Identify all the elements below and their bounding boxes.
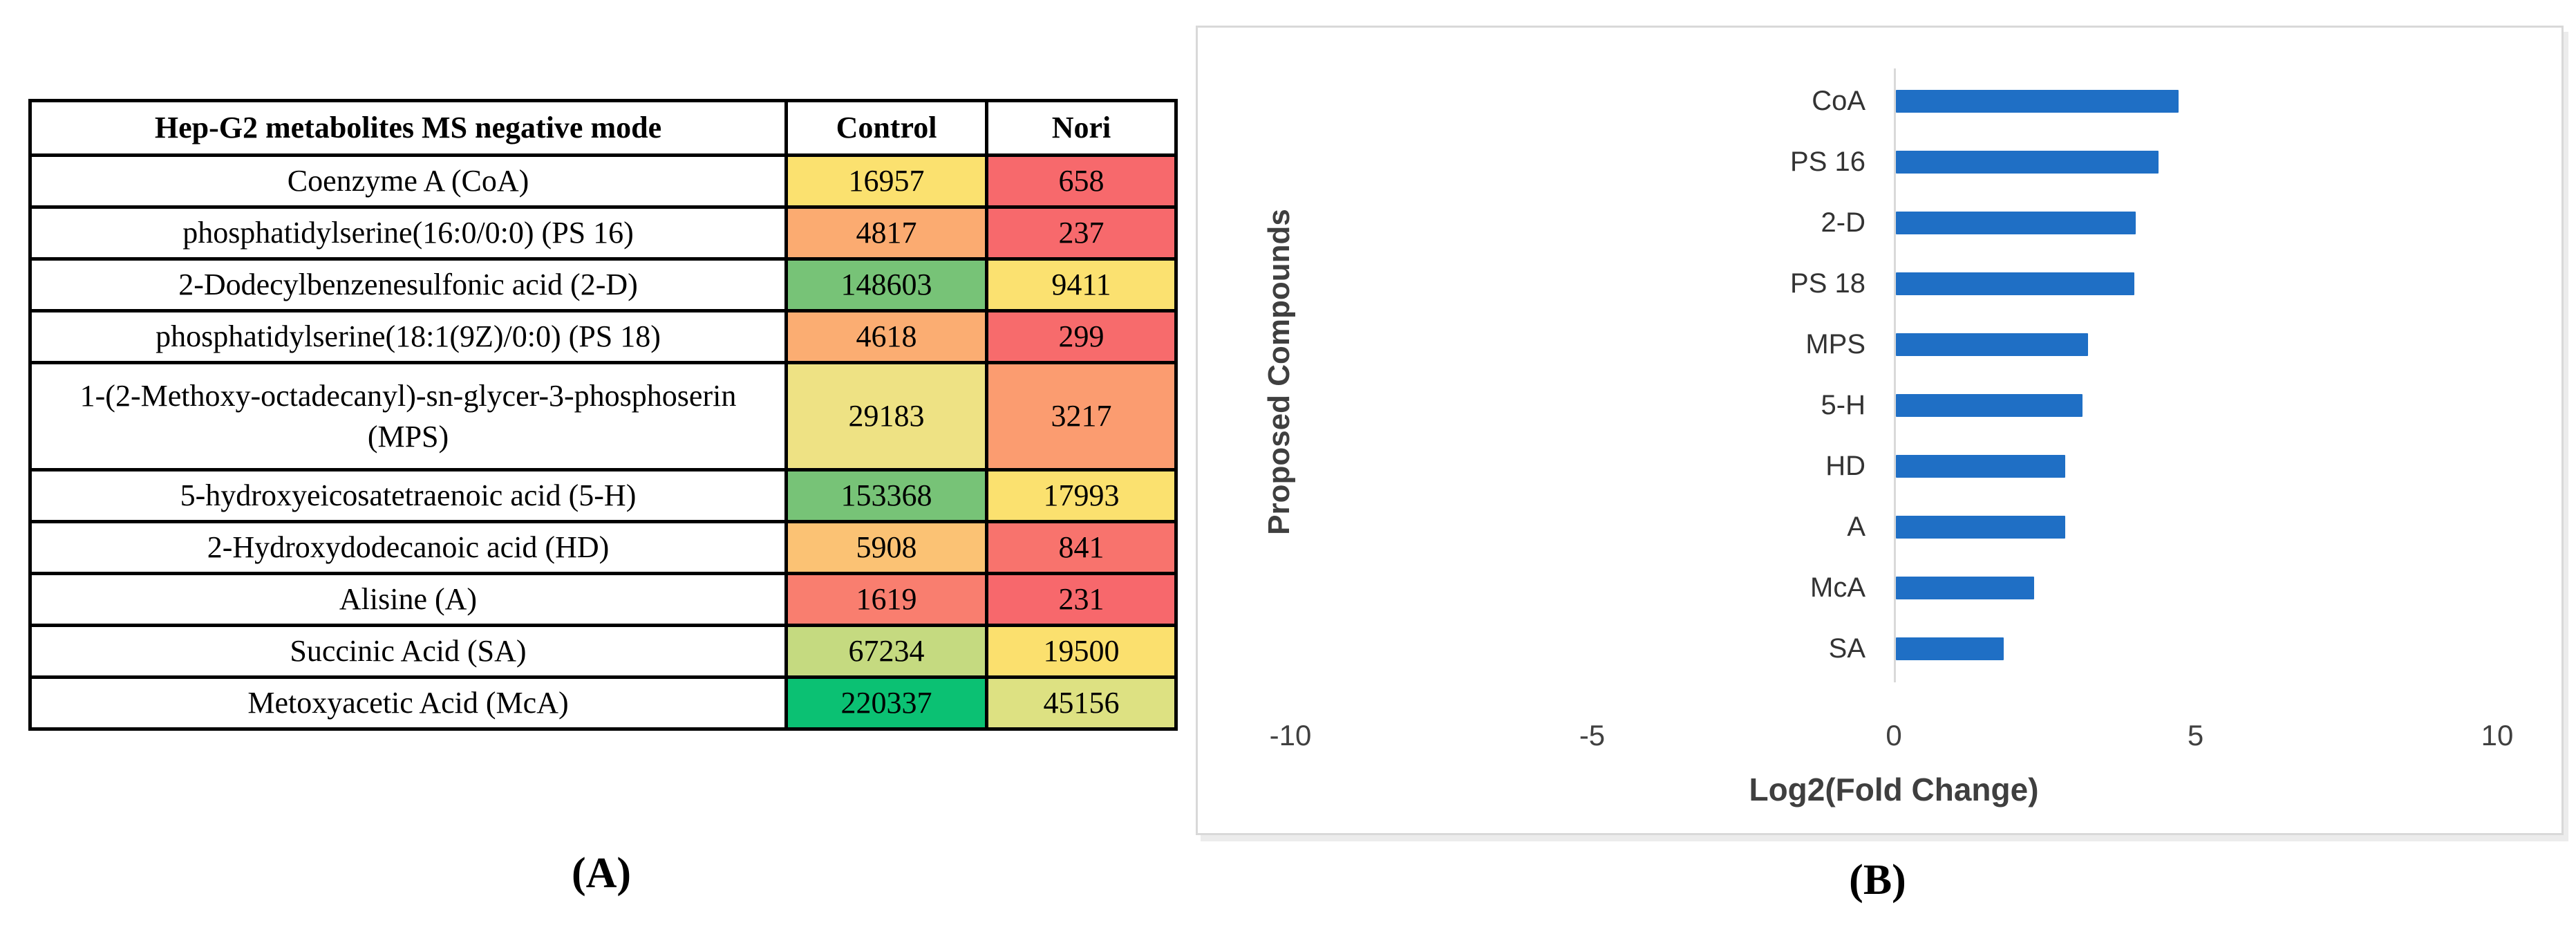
metabolite-name-cell: 5-hydroxyeicosatetraenoic acid (5-H) bbox=[28, 468, 788, 523]
bar bbox=[1896, 515, 2065, 539]
metabolite-name-cell: phosphatidylserine(16:0/0:0) (PS 16) bbox=[28, 205, 788, 261]
panel-b-label: (B) bbox=[1849, 857, 1906, 904]
bar-row: PS 18 bbox=[1198, 268, 2557, 299]
metabolite-name-cell: Succinic Acid (SA) bbox=[28, 624, 788, 679]
category-label: PS 18 bbox=[1790, 268, 1865, 299]
metabolite-name-cell: phosphatidylserine(18:1(9Z)/0:0) (PS 18) bbox=[28, 309, 788, 364]
bar bbox=[1896, 393, 2083, 417]
nori-value-cell: 17993 bbox=[985, 468, 1178, 523]
category-label: HD bbox=[1825, 450, 1865, 481]
nori-value-cell: 658 bbox=[985, 153, 1178, 209]
control-value-cell: 148603 bbox=[784, 257, 988, 312]
category-label: CoA bbox=[1812, 85, 1865, 116]
table-row: Alisine (A) 1619 231 bbox=[28, 572, 1178, 627]
bar bbox=[1896, 150, 2159, 174]
table-header-nori: Nori bbox=[985, 99, 1178, 157]
category-label: McA bbox=[1810, 572, 1865, 603]
control-value-cell: 4817 bbox=[784, 205, 988, 261]
control-value-cell: 153368 bbox=[784, 468, 988, 523]
x-tick-label: -10 bbox=[1269, 719, 1312, 751]
bar bbox=[1896, 333, 2088, 356]
bar-row: A bbox=[1198, 512, 2557, 542]
x-tick-label: 5 bbox=[2187, 719, 2204, 751]
control-value-cell: 4618 bbox=[784, 309, 988, 364]
control-value-cell: 16957 bbox=[784, 153, 988, 209]
x-axis-title: Log2(Fold Change) bbox=[1749, 772, 2039, 807]
nori-value-cell: 19500 bbox=[985, 624, 1178, 679]
bar bbox=[1896, 454, 2065, 478]
zero-axis-line bbox=[1894, 68, 1896, 682]
category-label: 5-H bbox=[1821, 389, 1865, 420]
bar bbox=[1896, 272, 2134, 295]
metabolite-name-cell: 1-(2-Methoxy-octadecanyl)-sn-glycer-3-ph… bbox=[28, 361, 788, 471]
chart-box: Proposed Compounds CoA PS 16 2-D PS 18 MPS 5-… bbox=[1196, 26, 2564, 835]
nori-value-cell: 3217 bbox=[985, 361, 1178, 471]
category-label: 2-D bbox=[1821, 207, 1865, 238]
control-value-cell: 5908 bbox=[784, 520, 988, 575]
table-row: 5-hydroxyeicosatetraenoic acid (5-H) 1533… bbox=[28, 468, 1178, 523]
bar bbox=[1896, 637, 2004, 660]
bar-row: HD bbox=[1198, 451, 2557, 481]
control-value-cell: 1619 bbox=[784, 572, 988, 627]
table-row: Coenzyme A (CoA) 16957 658 bbox=[28, 153, 1178, 209]
bar bbox=[1896, 576, 2034, 599]
panel-a-label: (A) bbox=[571, 850, 632, 897]
nori-value-cell: 9411 bbox=[985, 257, 1178, 312]
category-label: A bbox=[1847, 511, 1865, 542]
metabolite-name-cell: 2-Dodecylbenzenesulfonic acid (2-D) bbox=[28, 257, 788, 312]
metabolite-name-cell: Coenzyme A (CoA) bbox=[28, 153, 788, 209]
category-label: MPS bbox=[1805, 328, 1865, 359]
metabolite-name-cell: Alisine (A) bbox=[28, 572, 788, 627]
table-header-row: Hep-G2 metabolites MS negative mode Cont… bbox=[28, 99, 1178, 157]
nori-value-cell: 299 bbox=[985, 309, 1178, 364]
metabolites-table: Hep-G2 metabolites MS negative mode Cont… bbox=[28, 99, 1178, 731]
bar-row: SA bbox=[1198, 633, 2557, 664]
table-row: 2-Dodecylbenzenesulfonic acid (2-D) 14860… bbox=[28, 257, 1178, 312]
table-row: phosphatidylserine(16:0/0:0) (PS 16) 4817… bbox=[28, 205, 1178, 261]
table-row: 1-(2-Methoxy-octadecanyl)-sn-glycer-3-ph… bbox=[28, 361, 1178, 471]
bar-row: MPS bbox=[1198, 329, 2557, 359]
table-row: Succinic Acid (SA) 67234 19500 bbox=[28, 624, 1178, 679]
metabolite-name-cell: 2-Hydroxydodecanoic acid (HD) bbox=[28, 520, 788, 575]
control-value-cell: 29183 bbox=[784, 361, 988, 471]
nori-value-cell: 841 bbox=[985, 520, 1178, 575]
bar-row: PS 16 bbox=[1198, 147, 2557, 177]
x-tick-label: -5 bbox=[1579, 719, 1606, 751]
metabolite-name-cell: Metoxyacetic Acid (McA) bbox=[28, 675, 788, 731]
bar-row: 2-D bbox=[1198, 207, 2557, 238]
y-axis-title: Proposed Compounds bbox=[1262, 209, 1296, 535]
control-value-cell: 220337 bbox=[784, 675, 988, 731]
table-header-name: Hep-G2 metabolites MS negative mode bbox=[28, 99, 788, 157]
nori-value-cell: 237 bbox=[985, 205, 1178, 261]
category-label: PS 16 bbox=[1790, 146, 1865, 177]
nori-value-cell: 231 bbox=[985, 572, 1178, 627]
bar bbox=[1896, 211, 2136, 234]
table-row: 2-Hydroxydodecanoic acid (HD) 5908 841 bbox=[28, 520, 1178, 575]
table-row: phosphatidylserine(18:1(9Z)/0:0) (PS 18)… bbox=[28, 309, 1178, 364]
table-header-control: Control bbox=[784, 99, 988, 157]
bar-row: 5-H bbox=[1198, 390, 2557, 420]
table-row: Metoxyacetic Acid (McA) 220337 45156 bbox=[28, 675, 1178, 731]
nori-value-cell: 45156 bbox=[985, 675, 1178, 731]
panel-a: Hep-G2 metabolites MS negative mode Cont… bbox=[28, 99, 1178, 731]
category-label: SA bbox=[1828, 633, 1865, 664]
x-tick-label: 10 bbox=[2481, 719, 2514, 751]
bar-row: CoA bbox=[1198, 86, 2557, 116]
bar-row: McA bbox=[1198, 572, 2557, 603]
control-value-cell: 67234 bbox=[784, 624, 988, 679]
x-tick-label: 0 bbox=[1886, 719, 1902, 751]
bar bbox=[1896, 89, 2179, 113]
